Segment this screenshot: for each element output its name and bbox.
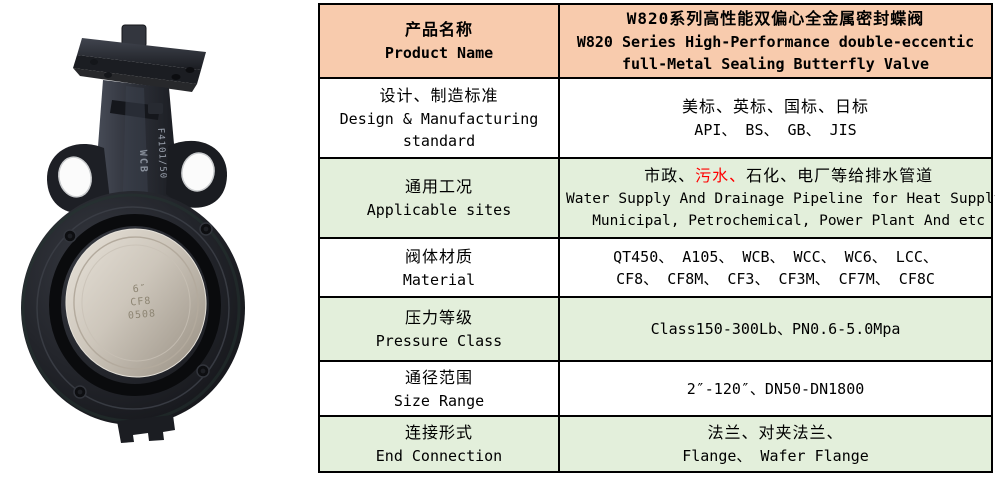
label-zh: 通用工况 (404, 177, 473, 196)
flange-bolt-hole (104, 72, 112, 78)
body-bolt-holes (63, 222, 213, 399)
spec-table: 产品名称 Product Name W820系列高性能双偏心全金属密封蝶阀 W8… (318, 3, 995, 473)
label-en: Product Name (384, 44, 494, 62)
label-en: End Connection (375, 447, 503, 465)
neck-material-mark: WCB (137, 150, 149, 174)
valve-disc: 6″ CF8 0508 (65, 228, 207, 378)
ear-hole-left (58, 156, 92, 198)
neck-casting-mark: F4101/50 (155, 128, 168, 180)
body-inner-ring (36, 206, 230, 410)
value-line: 法兰、对夹法兰、 (707, 423, 844, 442)
product-photo: F4101/50 WCB (0, 0, 318, 476)
label-zh: 通径范围 (404, 367, 473, 387)
label-zh: 设计、制造标准 (379, 86, 499, 105)
mounting-flange-front (73, 55, 201, 84)
value-line: QT450、 A105、 WCB、 WCC、 WC6、 LCC、 (613, 247, 938, 266)
value-segment: 市政、 (644, 166, 696, 185)
disc-number-mark: 0508 (128, 308, 157, 321)
label-zh: 阀体材质 (404, 246, 473, 266)
value-segment: 石化、电厂等给排水管道 (746, 166, 934, 185)
neck-highlight (122, 86, 149, 223)
table-row: 通径范围 Size Range 2″-120″、DN50-DN1800 (320, 362, 991, 417)
label-en: Material (402, 270, 476, 289)
row-label-applicable-sites: 通用工况 Applicable sites (320, 159, 560, 237)
table-row: 通用工况 Applicable sites 市政、污水、石化、电厂等给排水管道 … (320, 159, 995, 239)
label-en: standard (402, 132, 476, 150)
row-value-applicable-sites: 市政、污水、石化、电厂等给排水管道 Water Supply And Drain… (560, 159, 995, 237)
value-line: 市政、污水、石化、电厂等给排水管道 (644, 164, 933, 188)
value-line: W820系列高性能双偏心全金属密封蝶阀 (626, 9, 925, 28)
row-value-standard: 美标、英标、国标、日标 API、 BS、 GB、 JIS (560, 79, 991, 157)
flange-bolt-hole (90, 59, 98, 65)
value-line: full-Metal Sealing Butterfly Valve (621, 55, 930, 73)
value-line: Water Supply And Drainage Pipeline for H… (566, 191, 995, 207)
row-label-standard: 设计、制造标准 Design & Manufacturing standard (320, 79, 560, 157)
disc-material-mark: CF8 (130, 296, 152, 309)
value-segment-highlight: 污水、 (695, 166, 747, 185)
table-row: 阀体材质 Material QT450、 A105、 WCB、 WCC、 WC6… (320, 239, 991, 298)
butterfly-valve: F4101/50 WCB (21, 24, 245, 443)
row-value-end-connection: 法兰、对夹法兰、 Flange、 Wafer Flange (560, 417, 991, 471)
label-en: Design & Manufacturing (339, 110, 539, 128)
flange-bolt-hole (185, 67, 195, 73)
row-value-material: QT450、 A105、 WCB、 WCC、 WC6、 LCC、 CF8、 CF… (560, 239, 991, 296)
row-value-pressure-class: Class150-300Lb、PN0.6-5.0Mpa (560, 298, 991, 360)
table-row: 压力等级 Pressure Class Class150-300Lb、PN0.6… (320, 298, 991, 362)
value-line: Municipal, Petrochemical, Power Plant An… (592, 213, 986, 229)
label-zh: 连接形式 (404, 423, 473, 442)
label-en: Pressure Class (375, 332, 503, 350)
table-row: 连接形式 End Connection 法兰、对夹法兰、 Flange、 Waf… (320, 417, 991, 471)
label-zh: 产品名称 (404, 20, 473, 39)
row-value-size-range: 2″-120″、DN50-DN1800 (560, 362, 991, 415)
collar-bolt (148, 103, 163, 114)
row-label-end-connection: 连接形式 End Connection (320, 417, 560, 471)
value-line: Class150-300Lb、PN0.6-5.0Mpa (650, 320, 901, 338)
row-label-material: 阀体材质 Material (320, 239, 560, 296)
ear-hole-right (181, 152, 215, 192)
flange-bolt-hole (171, 74, 181, 80)
value-line: CF8、 CF8M、 CF3、 CF3M、 CF7M、 CF8C (616, 269, 935, 288)
value-line: 2″-120″、DN50-DN1800 (686, 379, 865, 398)
label-en: Size Range (393, 391, 485, 410)
value-line: Flange、 Wafer Flange (682, 447, 869, 465)
row-value-product-name: W820系列高性能双偏心全金属密封蝶阀 W820 Series High-Per… (560, 5, 991, 77)
disc-size-mark: 6″ (132, 283, 147, 295)
row-label-pressure-class: 压力等级 Pressure Class (320, 298, 560, 360)
value-line: 美标、英标、国标、日标 (681, 97, 869, 116)
row-label-product-name: 产品名称 Product Name (320, 5, 560, 77)
mounting-flange-top (77, 38, 206, 70)
label-en: Applicable sites (366, 201, 512, 219)
label-zh: 压力等级 (404, 308, 473, 327)
value-line: API、 BS、 GB、 JIS (694, 121, 857, 139)
table-row: 产品名称 Product Name W820系列高性能双偏心全金属密封蝶阀 W8… (320, 5, 991, 79)
value-line: W820 Series High-Performance double-ecce… (576, 33, 975, 51)
seat-ring (49, 214, 221, 396)
row-label-size-range: 通径范围 Size Range (320, 362, 560, 415)
mounting-flange-underside (73, 68, 197, 92)
butterfly-valve-image: F4101/50 WCB (21, 24, 245, 443)
table-row: 设计、制造标准 Design & Manufacturing standard … (320, 79, 991, 159)
foot-bracket (117, 415, 175, 443)
